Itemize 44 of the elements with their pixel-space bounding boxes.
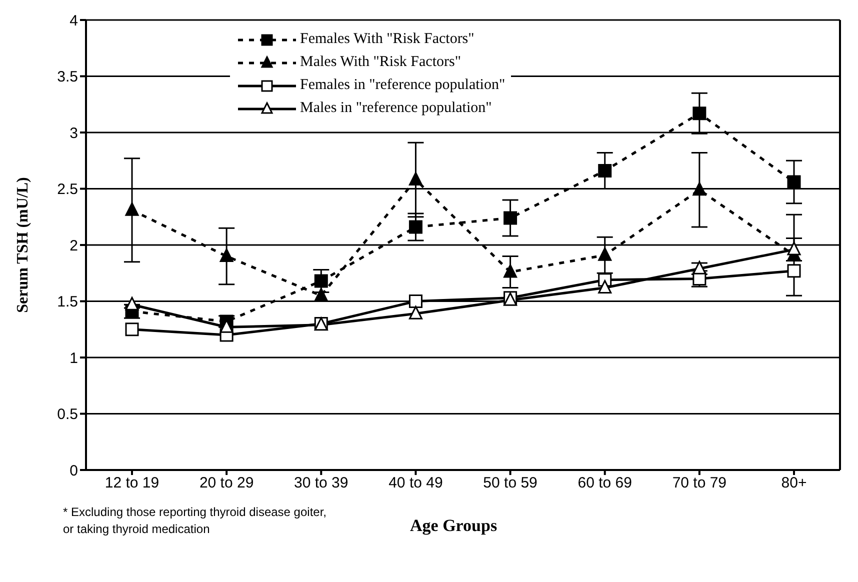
y-axis-title: Serum TSH (mU/L) — [14, 177, 32, 313]
x-tick-label: 60 to 69 — [578, 474, 632, 492]
x-axis-title: Age Groups — [410, 516, 498, 536]
point — [408, 294, 422, 308]
x-tick-label: 20 to 29 — [199, 474, 254, 492]
point — [598, 280, 612, 294]
x-tick-label: 70 to 79 — [672, 474, 727, 492]
y-tick-label: 0 — [70, 462, 78, 480]
point — [504, 211, 518, 225]
point — [408, 220, 422, 234]
text: * Excluding those reporting thyroid disease goiter, or taking thyroid medication — [63, 504, 328, 538]
legend-label: Females in "reference population" — [300, 77, 506, 94]
point — [504, 264, 518, 278]
y-tick-label: 0.5 — [57, 406, 78, 424]
y-tick-label: 1 — [70, 350, 78, 367]
point — [787, 242, 801, 256]
y-tick-label: 2 — [70, 237, 78, 254]
y-tick-label: 4 — [70, 12, 78, 30]
legend-label: Females With "Risk Factors" — [300, 31, 474, 48]
x-tick-label: 50 to 59 — [483, 474, 538, 492]
point — [314, 274, 328, 288]
legend-label: Males With "Risk Factors" — [300, 54, 461, 71]
point — [125, 296, 139, 310]
point — [125, 322, 139, 336]
point — [692, 106, 706, 120]
x-tick-label: 12 to 19 — [104, 474, 160, 492]
point — [598, 247, 612, 261]
point — [408, 306, 422, 320]
point — [598, 164, 612, 178]
y-tick-label: 3 — [70, 124, 78, 142]
x-tick-label: 80+ — [781, 474, 807, 492]
x-tick-label: 30 to 39 — [294, 474, 348, 492]
point — [692, 182, 706, 196]
x-tick-label: 40 to 49 — [388, 474, 443, 492]
point — [787, 175, 801, 189]
point — [314, 288, 328, 302]
y-tick-label: 2.5 — [57, 181, 78, 198]
point — [220, 248, 234, 262]
point — [125, 202, 139, 216]
legend-label: Males in "reference population" — [300, 100, 492, 117]
point — [408, 172, 422, 186]
y-tick-label: 3.5 — [57, 68, 78, 86]
y-tick-label: 1.5 — [57, 294, 78, 311]
point — [787, 264, 801, 278]
